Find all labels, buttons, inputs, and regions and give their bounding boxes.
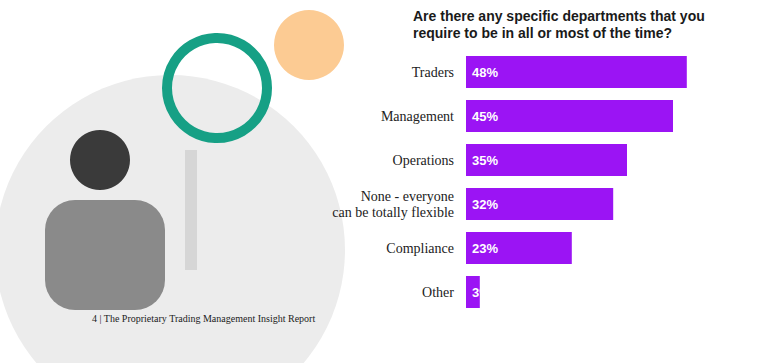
svg-text:Operations: Operations xyxy=(393,153,454,168)
svg-text:32%: 32% xyxy=(472,197,498,212)
svg-text:Traders: Traders xyxy=(412,65,454,80)
svg-text:Compliance: Compliance xyxy=(386,241,454,256)
svg-text:45%: 45% xyxy=(472,109,498,124)
svg-text:Are there any specific departm: Are there any specific departments that … xyxy=(413,8,709,24)
svg-text:Other: Other xyxy=(422,285,454,300)
svg-text:48%: 48% xyxy=(472,65,498,80)
svg-text:4 | The Proprietary Trading Ma: 4 | The Proprietary Trading Management I… xyxy=(92,313,315,324)
svg-text:3%: 3% xyxy=(472,285,491,300)
svg-text:35%: 35% xyxy=(472,153,498,168)
svg-text:can be totally flexible: can be totally flexible xyxy=(332,205,454,220)
svg-text:23%: 23% xyxy=(472,241,498,256)
svg-text:Management: Management xyxy=(381,109,454,124)
svg-text:require to be in all or most o: require to be in all or most of the time… xyxy=(413,25,672,41)
svg-text:None - everyone: None - everyone xyxy=(361,189,454,204)
